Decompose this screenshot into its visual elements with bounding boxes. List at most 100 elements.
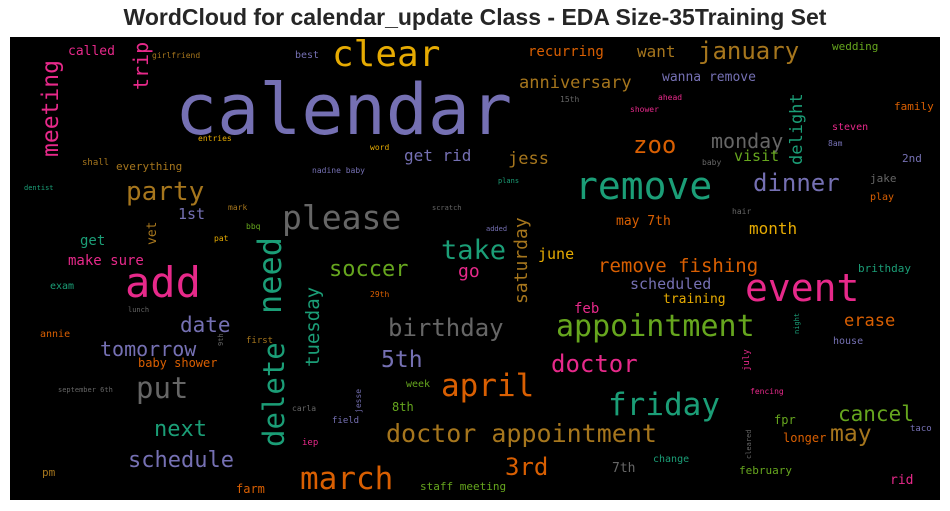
cloud-word: 1st [178,205,206,223]
cloud-word: wedding [832,40,879,53]
cloud-word: everything [116,160,183,173]
cloud-word: january [698,37,800,65]
cloud-word: annie [40,329,71,340]
cloud-word: next [154,417,207,442]
cloud-word: february [739,464,792,477]
cloud-word: take [441,235,507,266]
cloud-word: tomorrow [100,337,197,361]
cloud-word: training [663,292,726,307]
cloud-word: ahead [658,93,683,102]
cloud-word: cleared [745,429,753,459]
chart-title: WordCloud for calendar_update Class - ED… [123,4,827,30]
cloud-word: trip [129,41,153,90]
cloud-word: clear [332,37,441,75]
cloud-word: may [830,421,872,447]
cloud-word: 8th [392,400,414,414]
cloud-word: dentist [24,184,54,192]
cloud-word: doctor [551,350,638,378]
cloud-word: week [406,379,431,390]
cloud-word: put [136,371,189,405]
cloud-word: called [68,44,115,59]
cloud-word: hair [732,207,752,216]
cloud-word: june [538,245,575,263]
cloud-word: get rid [404,146,472,165]
cloud-word: birthday [388,314,504,342]
cloud-word: farm [236,482,265,496]
cloud-word: saturday [511,217,532,304]
cloud-word: meeting [38,60,64,157]
cloud-word: 3rd [505,453,549,481]
cloud-word: iep [302,438,319,448]
cloud-word: 15th [560,95,580,104]
cloud-word: delight [787,93,807,165]
cloud-word: family [894,100,934,113]
cloud-word: erase [844,311,896,331]
cloud-word: lunch [128,306,150,314]
cloud-word: taco [910,424,932,434]
cloud-word: steven [832,122,869,133]
cloud-word: appointment [556,309,755,344]
cloud-word: girlfriend [152,51,201,60]
cloud-word: vet [145,221,160,245]
cloud-word: rid [890,473,914,488]
cloud-word: plans [498,177,520,185]
cloud-word: please [282,198,402,237]
cloud-word: anniversary [519,73,632,93]
cloud-word: word [370,143,390,152]
cloud-word: zoo [633,131,677,159]
cloud-word: mark [228,203,248,212]
cloud-word: wanna remove [662,70,756,85]
cloud-word: bbq [246,222,261,231]
cloud-word: brithday [858,262,911,275]
cloud-word: delete [257,342,291,447]
cloud-word: go [458,261,480,282]
cloud-word: pm [42,466,56,479]
cloud-word: shower [630,105,659,114]
cloud-word: jess [508,149,549,169]
cloud-word: july [742,349,752,371]
cloud-word: dinner [753,169,840,197]
cloud-word: fpr [774,413,796,427]
cloud-word: nadine baby [312,166,365,175]
cloud-word: friday [608,387,720,423]
cloud-word: remove [575,164,713,208]
cloud-word: jesse [354,388,363,413]
cloud-word: field [332,416,360,426]
cloud-word: need [251,236,289,314]
cloud-word: change [653,454,690,465]
cloud-word: cancel [838,402,914,426]
cloud-word: jake [870,172,897,185]
cloud-word: tuesday [302,286,324,367]
cloud-word: baby [702,158,722,167]
cloud-word: 2nd [902,152,922,165]
cloud-word: add [125,258,201,307]
cloud-word: first [246,336,274,346]
cloud-word: date [180,313,231,337]
cloud-word: exam [50,281,75,292]
cloud-word: may 7th [616,214,671,229]
cloud-word: 7th [612,461,636,476]
cloud-word: house [833,336,864,347]
cloud-word: longer [783,431,827,445]
cloud-word: event [745,266,860,310]
cloud-word: recurring [528,44,604,60]
cloud-word: best [295,50,320,61]
wordcloud-canvas: calendar add remove event clear please need app… [10,37,940,500]
cloud-word: night [793,312,801,334]
cloud-word: entries [198,134,232,143]
cloud-word: month [749,219,798,238]
cloud-word: added [486,225,508,233]
cloud-word: soccer [329,257,409,282]
cloud-word: 9th [217,333,225,346]
cloud-word: 5th [381,347,423,373]
cloud-word: calendar [175,69,513,151]
cloud-word: monday [711,129,784,153]
cloud-word: doctor appointment [386,419,657,448]
cloud-word: staff meeting [420,480,507,493]
cloud-word: remove fishing [598,255,759,277]
cloud-word: get [80,233,106,249]
cloud-word: party [126,177,205,207]
cloud-word: scratch [432,204,462,212]
cloud-word: 29th [370,290,390,299]
cloud-word: march [300,461,394,497]
